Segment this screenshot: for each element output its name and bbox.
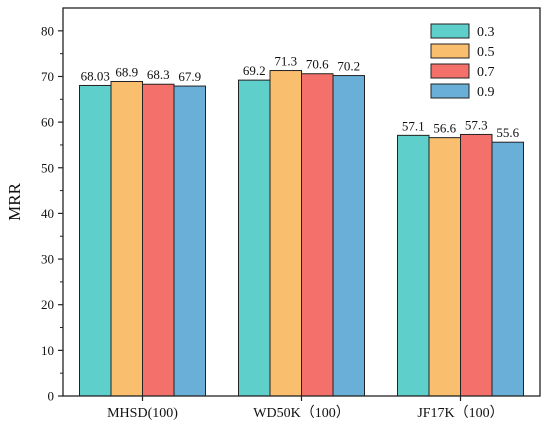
x-tick-label: WD50K（100） xyxy=(253,405,349,421)
x-tick-label: MHSD(100) xyxy=(107,406,178,421)
legend: 0.3 0.5 0.7 0.9 xyxy=(430,23,495,100)
y-tick-label: 10 xyxy=(41,343,54,358)
legend-swatch xyxy=(430,43,470,59)
y-tick-label: 60 xyxy=(41,115,54,130)
y-tick-label: 40 xyxy=(41,206,54,221)
bar-0.9-JF17K（100） xyxy=(491,141,524,397)
y-tick-label: 30 xyxy=(41,252,54,267)
data-label: 68.3 xyxy=(147,67,170,82)
bar-0.5-JF17K（100） xyxy=(428,137,461,397)
y-tick-label: 0 xyxy=(48,389,55,404)
x-tick-label: JF17K（100） xyxy=(417,405,503,421)
y-tick-label: 70 xyxy=(41,69,54,84)
y-tick-label: 80 xyxy=(41,23,54,38)
bar-0.5-MHSD(100) xyxy=(110,80,143,397)
data-label: 71.3 xyxy=(274,54,297,69)
bar-0.7-JF17K（100） xyxy=(460,133,493,397)
legend-swatch xyxy=(430,23,470,39)
data-label: 70.6 xyxy=(306,57,329,72)
data-label: 57.3 xyxy=(465,117,488,132)
value-labels-layer: 68.03 69.2 57.1 68.9 71.3 56.6 68.3 70.6 57.3 67.… xyxy=(81,54,520,141)
bar-0.3-MHSD(100) xyxy=(79,84,112,397)
y-tick-label: 50 xyxy=(41,160,54,175)
data-label: 69.2 xyxy=(243,63,266,78)
legend-label: 0.3 xyxy=(477,25,495,40)
bar-0.9-WD50K（100） xyxy=(332,75,365,397)
bar-0.3-WD50K（100） xyxy=(238,79,271,397)
bar-0.9-MHSD(100) xyxy=(173,85,206,397)
legend-swatch xyxy=(430,83,470,99)
bar-0.7-MHSD(100) xyxy=(142,83,175,397)
bar-0.3-JF17K（100） xyxy=(397,134,430,397)
bar-0.5-WD50K（100） xyxy=(269,70,302,397)
y-tick-label: 20 xyxy=(41,297,54,312)
y-axis-title: MRR xyxy=(5,182,24,220)
bar-0.7-WD50K（100） xyxy=(301,73,334,397)
legend-label: 0.5 xyxy=(477,45,495,60)
data-label: 70.2 xyxy=(337,59,360,74)
data-label: 68.9 xyxy=(115,64,138,79)
legend-label: 0.9 xyxy=(477,85,495,100)
legend-swatch xyxy=(430,63,470,79)
data-label: 67.9 xyxy=(178,69,201,84)
data-label: 56.6 xyxy=(433,121,456,136)
bars-layer xyxy=(79,70,524,397)
data-label: 57.1 xyxy=(402,118,425,133)
data-label: 55.6 xyxy=(496,125,519,140)
legend-label: 0.7 xyxy=(477,65,495,80)
axes-layer: 0 10 20 30 40 50 60 70 80 MHSD(100) WD50K（100） JF17… xyxy=(41,7,541,421)
data-label: 68.03 xyxy=(81,68,110,83)
